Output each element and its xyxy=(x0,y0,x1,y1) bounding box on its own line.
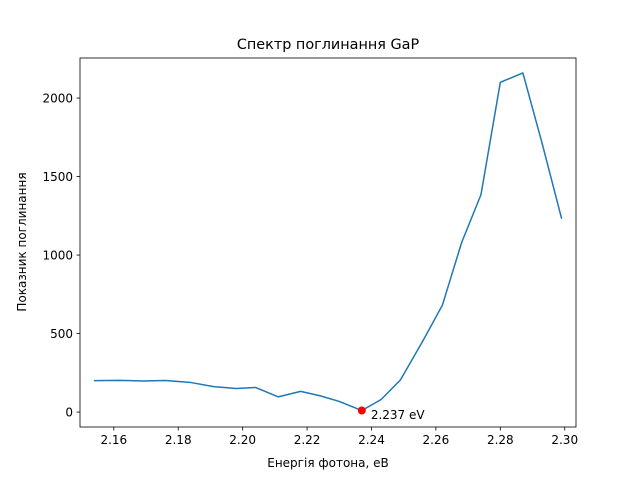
axes-frame xyxy=(79,57,577,428)
plot-area: 2.16 2.18 2.20 2.22 2.24 2.26 2.28 2.30 0 500 100… xyxy=(42,57,578,447)
chart-title: Спектр поглинання GaP xyxy=(237,37,420,53)
y-tick-label: 0 xyxy=(65,406,73,420)
x-tick-label: 2.22 xyxy=(294,433,321,447)
y-axis-label: Показник поглинання xyxy=(15,172,29,311)
y-tick-label: 2000 xyxy=(42,92,73,106)
x-tick-label: 2.28 xyxy=(487,433,514,447)
x-tick-label: 2.18 xyxy=(165,433,192,447)
x-tick-label: 2.30 xyxy=(551,433,578,447)
y-tick-label: 1000 xyxy=(42,249,73,263)
x-tick-label: 2.16 xyxy=(100,433,127,447)
y-tick-label: 500 xyxy=(50,327,73,341)
y-tick-label: 1500 xyxy=(42,170,73,184)
annotation-label: 2.237 eV xyxy=(371,408,426,422)
series-group xyxy=(93,72,563,412)
x-tick-label: 2.24 xyxy=(358,433,385,447)
x-tick-label: 2.20 xyxy=(229,433,256,447)
x-tick-label: 2.26 xyxy=(423,433,450,447)
x-axis-ticks: 2.16 2.18 2.20 2.22 2.24 2.26 2.28 2.30 xyxy=(100,427,578,447)
y-axis-ticks: 0 500 1000 1500 2000 xyxy=(42,92,80,420)
marker-point xyxy=(357,406,366,415)
x-axis-label: Енергія фотона, еВ xyxy=(267,456,388,470)
series-line xyxy=(93,72,563,412)
marker-group: 2.237 eV xyxy=(357,406,426,422)
